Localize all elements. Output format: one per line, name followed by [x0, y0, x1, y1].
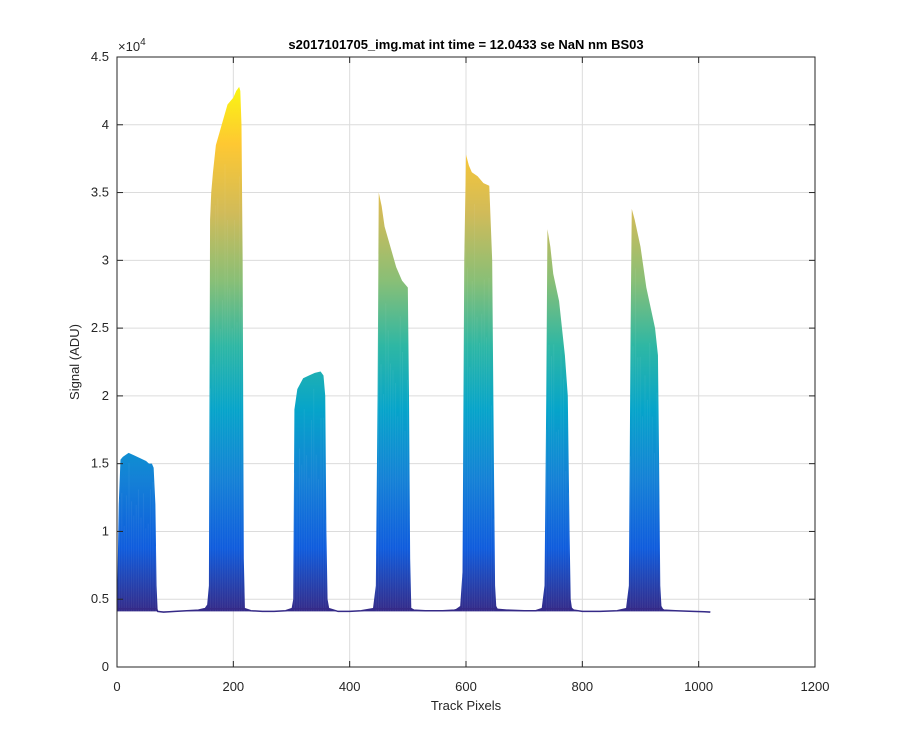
x-axis-label: Track Pixels — [431, 698, 502, 713]
y-tick-label: 0.5 — [91, 591, 109, 606]
ticks: 0 200 400 600 800 1000 1200 0 0.5 1 1.5 2 2.5 3 3.5 4 4.… — [91, 49, 830, 694]
series-layer — [117, 86, 711, 613]
x-tick-label: 400 — [339, 679, 361, 694]
signal-envelope-area — [117, 86, 711, 613]
x-tick-label: 1200 — [801, 679, 830, 694]
x-tick-label: 1000 — [684, 679, 713, 694]
y-tick-label: 4.5 — [91, 49, 109, 64]
y-tick-label: 1.5 — [91, 456, 109, 471]
y-tick-label: 3.5 — [91, 185, 109, 200]
x-tick-label: 600 — [455, 679, 477, 694]
y-axis-label: Signal (ADU) — [67, 324, 82, 400]
y-exponent-label: ×104 — [118, 37, 146, 54]
y-tick-label: 2.5 — [91, 320, 109, 335]
y-tick-label: 0 — [102, 659, 109, 674]
y-tick-label: 3 — [102, 252, 109, 267]
y-tick-label: 4 — [102, 117, 109, 132]
baseline-trace — [117, 607, 711, 613]
y-tick-label: 2 — [102, 388, 109, 403]
x-tick-label: 800 — [571, 679, 593, 694]
x-tick-label: 0 — [113, 679, 120, 694]
chart-title: s2017101705_img.mat int time = 12.0433 s… — [288, 37, 643, 52]
y-tick-label: 1 — [102, 523, 109, 538]
x-tick-label: 200 — [222, 679, 244, 694]
